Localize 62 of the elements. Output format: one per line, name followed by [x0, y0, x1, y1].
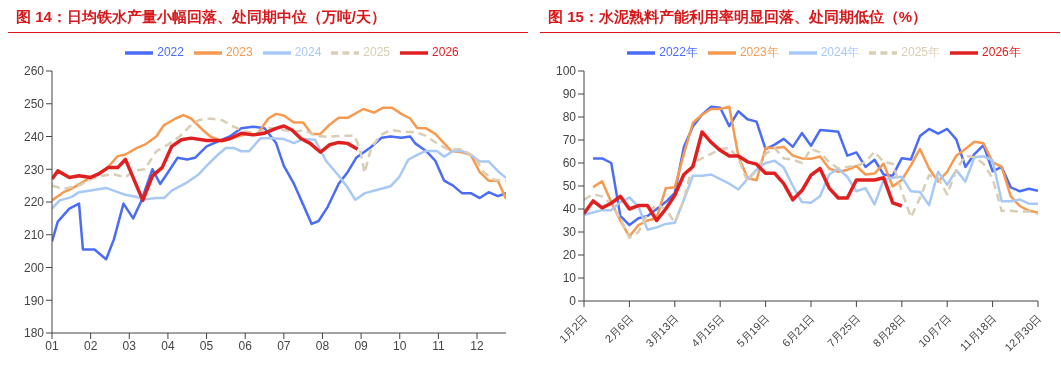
x-tick-label: 01: [45, 338, 59, 353]
y-tick-label: 50: [562, 179, 577, 194]
x-tick-label: 05: [199, 338, 214, 353]
y-tick-label: 180: [23, 326, 45, 341]
y-tick-label: 210: [23, 228, 45, 243]
y-tick-label: 200: [23, 260, 45, 275]
line-series: [584, 155, 1038, 231]
x-tick-label: 10月7日: [915, 312, 953, 350]
legend-label: 2026: [432, 45, 459, 60]
y-tick-label: 250: [23, 97, 45, 112]
y-tick-label: 190: [23, 293, 45, 308]
y-tick-label: 220: [23, 195, 45, 210]
y-tick-label: 70: [562, 133, 577, 148]
y-tick-label: 60: [562, 156, 577, 171]
y-tick-label: 240: [23, 129, 45, 144]
x-tick-label: 10: [393, 338, 407, 353]
chart-title: 图 15：水泥熟料产能利用率明显回落、处同期低位（%）: [540, 8, 1060, 33]
x-tick-label: 06: [238, 338, 253, 353]
x-tick-label: 8月28日: [870, 312, 908, 350]
x-tick-label: 4月15日: [688, 312, 726, 350]
x-tick-label: 07: [277, 338, 291, 353]
y-tick-label: 0: [569, 294, 577, 309]
legend-label: 2022年: [659, 45, 698, 60]
legend-label: 2022: [157, 45, 184, 60]
x-tick-label: 08: [315, 338, 330, 353]
x-tick-label: 2月6日: [602, 312, 636, 345]
y-tick-label: 100: [555, 64, 577, 79]
x-tick-label: 02: [83, 338, 98, 353]
y-tick-label: 40: [562, 202, 577, 217]
legend-label: 2024年: [820, 45, 860, 60]
x-tick-label: 12: [470, 338, 485, 353]
line-series: [584, 146, 1038, 239]
legend-label: 2025年: [901, 45, 941, 60]
y-tick-label: 10: [562, 271, 577, 286]
x-tick-label: 09: [354, 338, 369, 353]
x-tick-label: 12月30日: [1002, 312, 1044, 354]
y-tick-label: 230: [23, 162, 45, 177]
x-tick-label: 11: [432, 338, 445, 353]
line-series: [584, 130, 904, 223]
x-tick-label: 6月21日: [779, 312, 817, 350]
line-series: [52, 136, 506, 210]
x-tick-label: 3月13日: [643, 312, 681, 350]
y-tick-label: 260: [23, 64, 45, 79]
y-tick-label: 30: [562, 225, 577, 240]
line-series: [52, 124, 360, 203]
line-series: [52, 125, 506, 261]
x-tick-label: 03: [122, 338, 137, 353]
x-tick-label: 04: [161, 338, 175, 353]
y-tick-label: 80: [562, 110, 577, 125]
legend-label: 2026年: [982, 45, 1021, 60]
x-tick-label: 1月2日: [556, 312, 590, 345]
x-tick-label: 7月25日: [825, 312, 863, 350]
legend-label: 2023: [225, 45, 253, 60]
x-tick-label: 5月19日: [734, 312, 772, 350]
chart-title: 图 14：日均铁水产量小幅回落、处同期中位（万吨/天）: [8, 8, 528, 33]
legend-label: 2024: [294, 45, 322, 60]
legend-label: 2023年: [739, 45, 779, 60]
line-series: [52, 117, 506, 191]
legend-label: 2025: [363, 45, 391, 60]
y-tick-label: 90: [562, 87, 577, 102]
x-tick-label: 11月18日: [957, 312, 999, 353]
y-tick-label: 20: [562, 248, 577, 263]
